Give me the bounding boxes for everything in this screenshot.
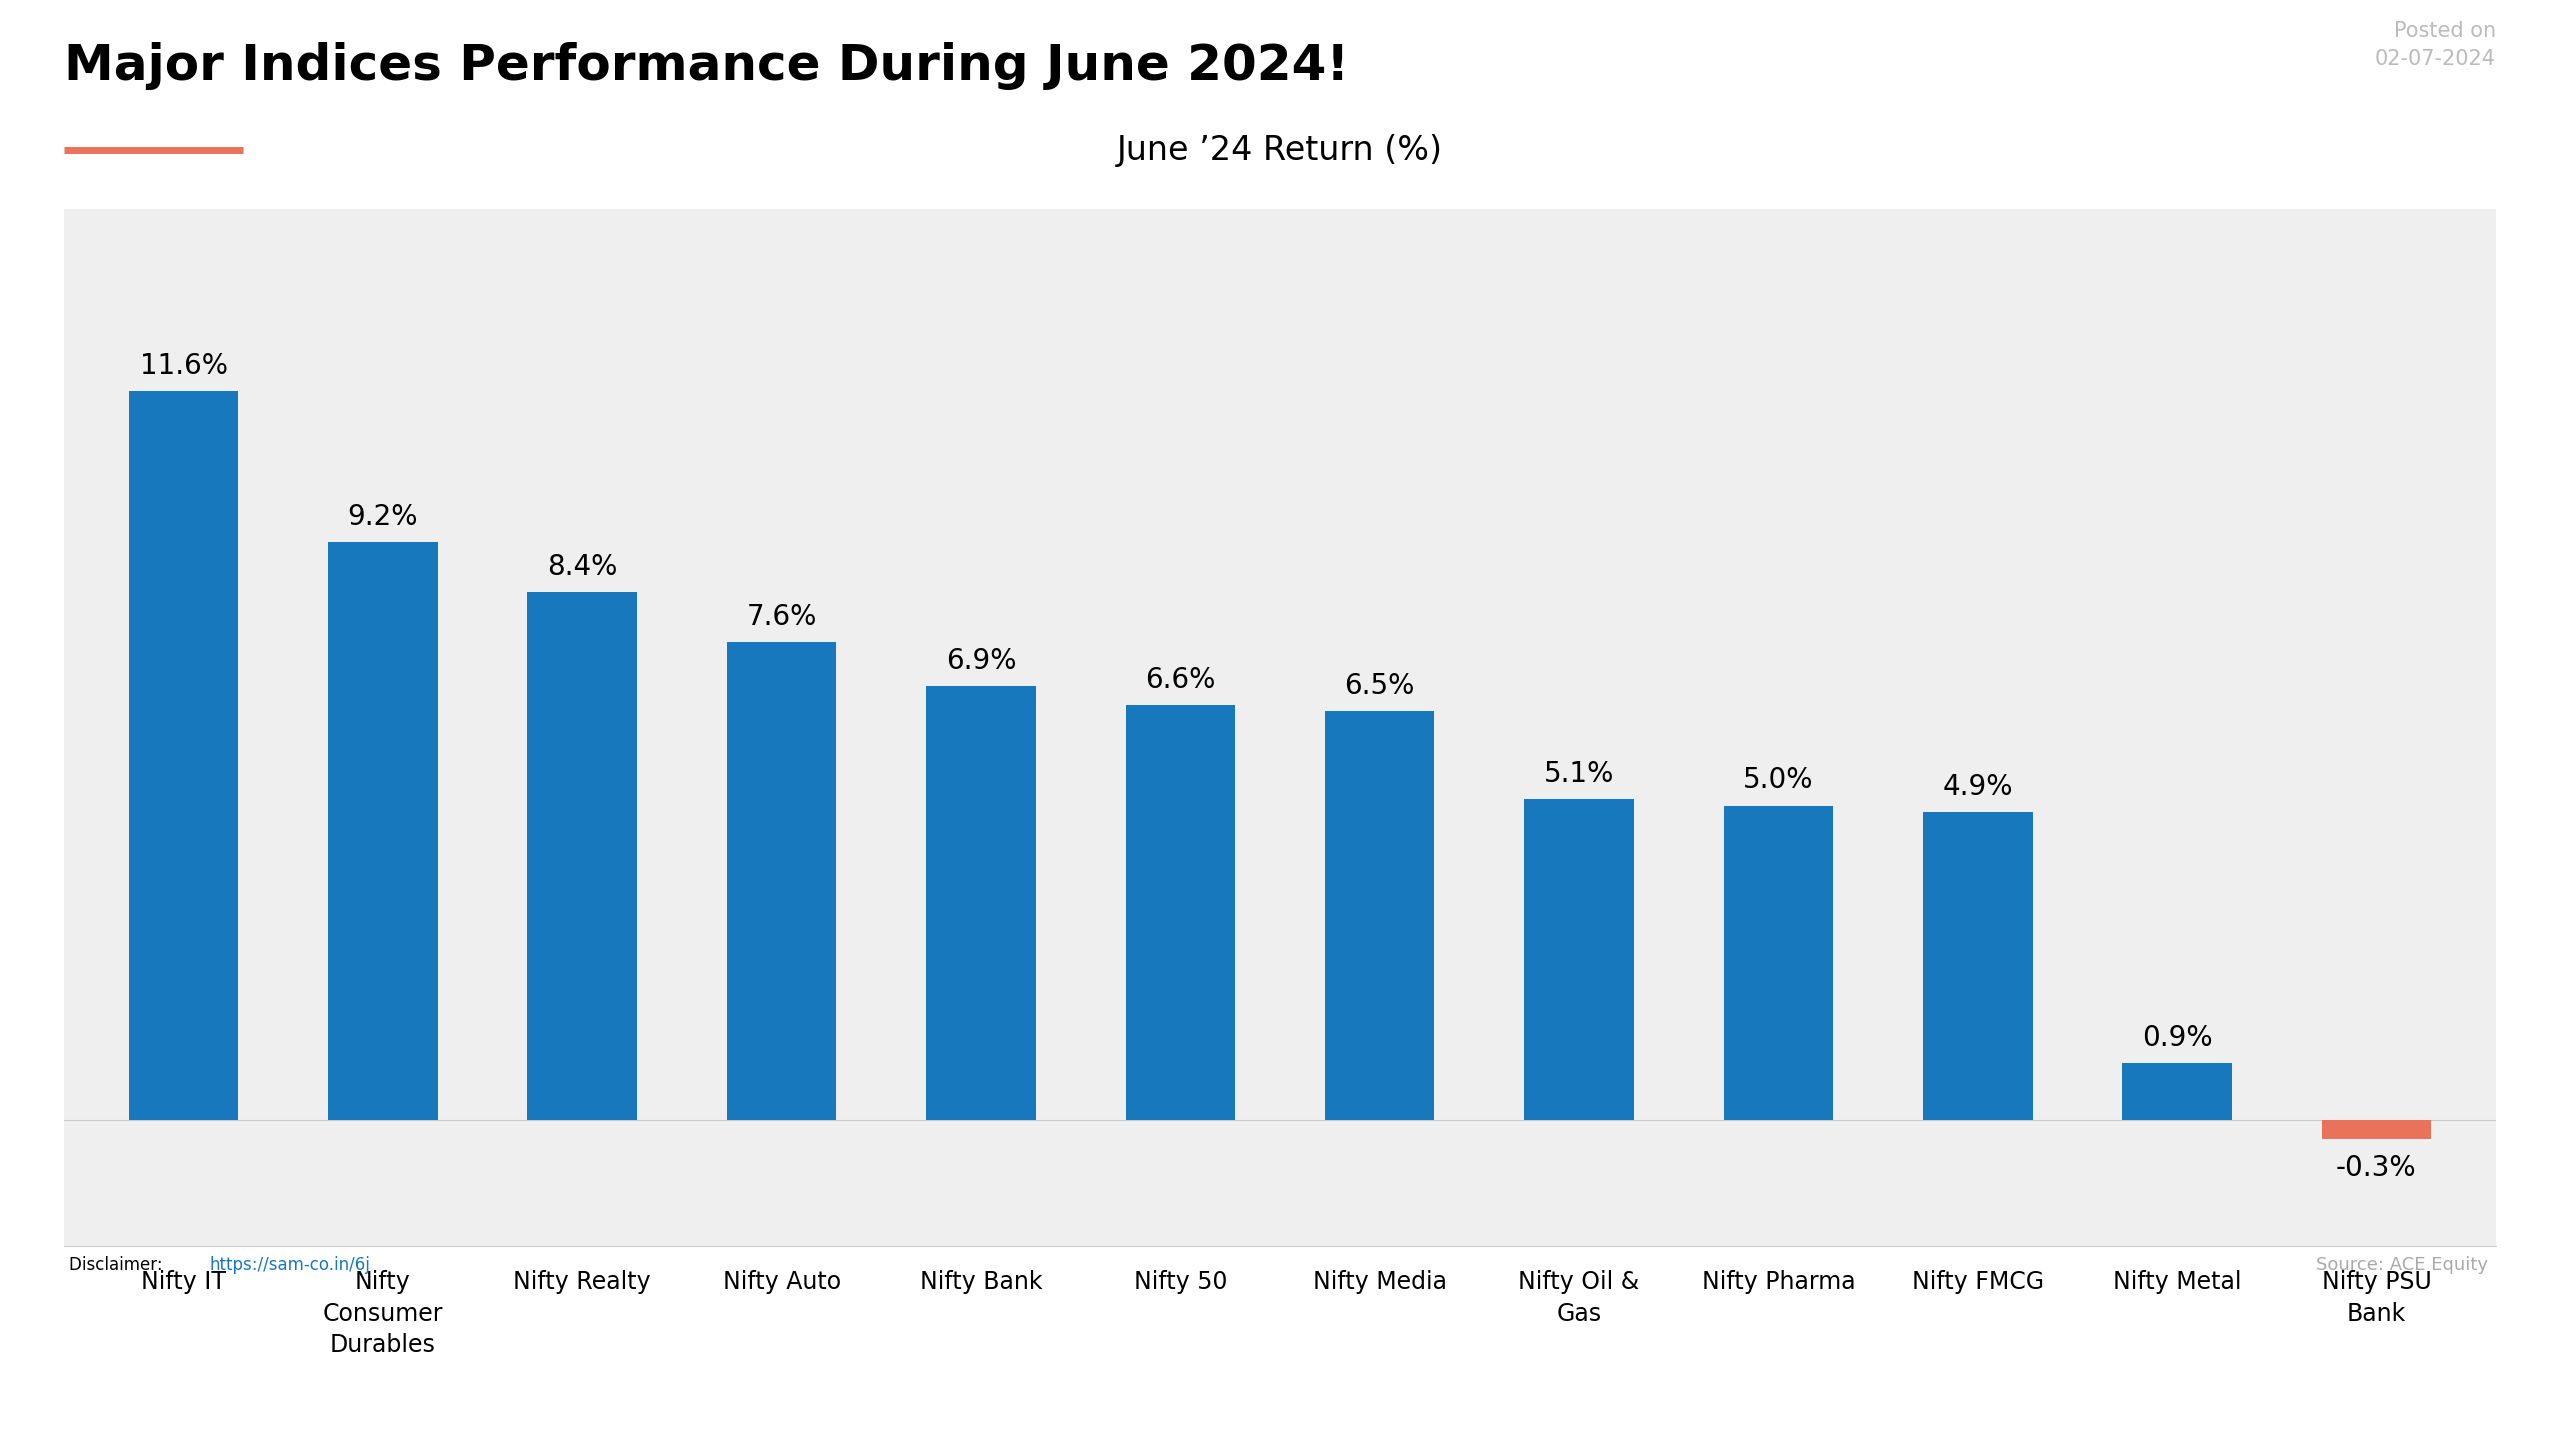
Text: #SAMSHOTS: #SAMSHOTS <box>56 1356 387 1401</box>
Bar <box>527 592 637 1120</box>
Bar <box>1126 706 1234 1120</box>
Text: June ’24 Return (%): June ’24 Return (%) <box>1116 134 1444 167</box>
Text: Source: ACE Equity: Source: ACE Equity <box>2317 1256 2488 1273</box>
Text: Major Indices Performance During June 2024!: Major Indices Performance During June 20… <box>64 42 1349 89</box>
Bar <box>128 392 238 1120</box>
Text: 6.5%: 6.5% <box>1344 672 1416 700</box>
Text: ✓SAMCO: ✓SAMCO <box>2271 1356 2504 1401</box>
Bar <box>1723 806 1833 1120</box>
Text: 11.6%: 11.6% <box>141 351 228 380</box>
Text: 0.9%: 0.9% <box>2143 1024 2212 1053</box>
Text: Disclaimer:: Disclaimer: <box>69 1256 169 1273</box>
Text: 8.4%: 8.4% <box>548 553 617 580</box>
Bar <box>1923 812 2033 1120</box>
Bar <box>927 687 1037 1120</box>
Bar <box>328 541 438 1120</box>
Text: 4.9%: 4.9% <box>1943 773 2012 801</box>
Text: https://sam-co.in/6j: https://sam-co.in/6j <box>210 1256 371 1273</box>
Text: 5.0%: 5.0% <box>1743 766 1812 795</box>
Bar <box>1326 711 1434 1120</box>
Bar <box>2122 1063 2232 1120</box>
Text: 6.9%: 6.9% <box>945 647 1016 675</box>
Bar <box>1523 799 1633 1120</box>
Bar <box>727 642 837 1120</box>
Text: 5.1%: 5.1% <box>1544 760 1615 788</box>
Bar <box>2322 1120 2432 1139</box>
Text: 7.6%: 7.6% <box>748 603 817 631</box>
Text: Posted on
02-07-2024: Posted on 02-07-2024 <box>2376 22 2496 69</box>
Text: -0.3%: -0.3% <box>2337 1155 2417 1182</box>
Text: 9.2%: 9.2% <box>348 503 417 530</box>
Text: 6.6%: 6.6% <box>1144 665 1216 694</box>
